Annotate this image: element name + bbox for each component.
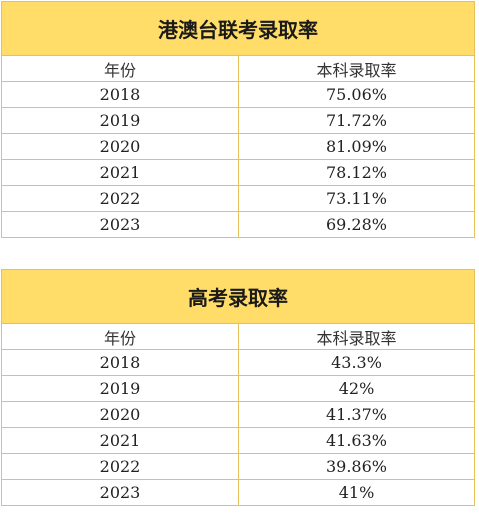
rate-cell: 39.86% (238, 453, 475, 480)
year-cell: 2022 (1, 453, 239, 480)
rate-cell: 75.06% (238, 81, 475, 108)
year-cell: 2018 (1, 81, 239, 108)
year-cell: 2018 (1, 349, 239, 376)
column-header-year: 年份 (1, 323, 239, 350)
table-header-row: 年份 本科录取率 (1, 55, 475, 82)
year-cell: 2019 (1, 107, 239, 134)
table-row: 2023 41% (1, 479, 475, 506)
table-row: 2022 39.86% (1, 453, 475, 480)
column-header-rate: 本科录取率 (238, 55, 475, 82)
rate-cell: 69.28% (238, 211, 475, 238)
year-cell: 2023 (1, 479, 239, 506)
table-row: 2018 43.3% (1, 349, 475, 376)
rate-cell: 71.72% (238, 107, 475, 134)
table-title: 港澳台联考录取率 (1, 1, 475, 56)
column-header-rate: 本科录取率 (238, 323, 475, 350)
table-row: 2021 41.63% (1, 427, 475, 454)
rate-cell: 78.12% (238, 159, 475, 186)
year-cell: 2019 (1, 375, 239, 402)
table-row: 2018 75.06% (1, 81, 475, 108)
table-title-row: 高考录取率 (1, 269, 475, 324)
gaokao-admission-table: 高考录取率 年份 本科录取率 2018 43.3% 2019 42% 2020 … (1, 269, 475, 506)
table-row: 2023 69.28% (1, 211, 475, 238)
rate-cell: 73.11% (238, 185, 475, 212)
table-row: 2020 41.37% (1, 401, 475, 428)
table-title-row: 港澳台联考录取率 (1, 1, 475, 56)
rate-cell: 41% (238, 479, 475, 506)
table-row: 2020 81.09% (1, 133, 475, 160)
table-row: 2021 78.12% (1, 159, 475, 186)
year-cell: 2022 (1, 185, 239, 212)
table-row: 2019 71.72% (1, 107, 475, 134)
rate-cell: 43.3% (238, 349, 475, 376)
year-cell: 2021 (1, 427, 239, 454)
table-header-row: 年份 本科录取率 (1, 323, 475, 350)
rate-cell: 41.63% (238, 427, 475, 454)
table-row: 2019 42% (1, 375, 475, 402)
column-header-year: 年份 (1, 55, 239, 82)
year-cell: 2021 (1, 159, 239, 186)
year-cell: 2020 (1, 133, 239, 160)
rate-cell: 41.37% (238, 401, 475, 428)
year-cell: 2020 (1, 401, 239, 428)
rate-cell: 42% (238, 375, 475, 402)
year-cell: 2023 (1, 211, 239, 238)
hkmt-admission-table: 港澳台联考录取率 年份 本科录取率 2018 75.06% 2019 71.72… (1, 1, 475, 238)
table-title: 高考录取率 (1, 269, 475, 324)
rate-cell: 81.09% (238, 133, 475, 160)
table-row: 2022 73.11% (1, 185, 475, 212)
